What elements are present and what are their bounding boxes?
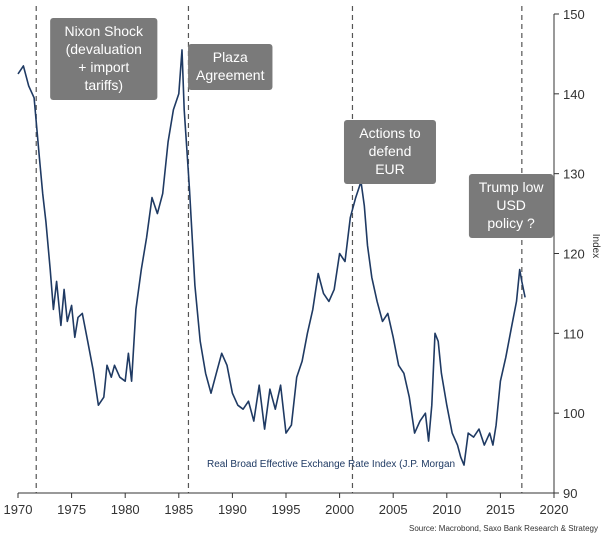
x-tick-label: 1985 — [164, 502, 193, 517]
x-tick-label: 2000 — [325, 502, 354, 517]
annotation-box-bg — [50, 18, 158, 100]
annotation-box: Plaza Agreement — [188, 44, 273, 90]
x-tick-label: 1975 — [57, 502, 86, 517]
annotation-text: Actions to — [359, 125, 421, 141]
y-tick-label: 90 — [563, 486, 577, 501]
annotation-text: policy ? — [487, 215, 535, 231]
exchange-rate-line — [17, 49, 526, 466]
x-tick-label: 2020 — [540, 502, 569, 517]
x-tick-label: 2010 — [432, 502, 461, 517]
x-tick-label: 2015 — [486, 502, 515, 517]
annotation-box-bg — [343, 120, 436, 184]
annotation-box: Actions to defend EUR — [343, 120, 436, 184]
event-annotations: Nixon Shock (devaluation + import tariffs) P… — [50, 18, 554, 238]
x-tick-label: 1970 — [4, 502, 33, 517]
source-note: Source: Macrobond, Saxo Bank Research & … — [409, 524, 598, 533]
annotation-text: tariffs) — [84, 77, 123, 93]
x-tick-label: 1995 — [272, 502, 301, 517]
annotation-box-bg — [468, 174, 554, 238]
x-tick-label: 2005 — [379, 502, 408, 517]
annotation-text: defend — [369, 143, 412, 159]
annotation-text: EUR — [375, 161, 405, 177]
x-tick-label: 1980 — [111, 502, 140, 517]
y-tick-label: 110 — [563, 326, 584, 341]
x-tick-label: 1990 — [218, 502, 247, 517]
y-tick-label: 100 — [563, 406, 585, 421]
annotation-box-bg — [188, 44, 273, 90]
annotation-text: Trump low — [479, 179, 545, 195]
annotation-text: USD — [496, 197, 526, 213]
annotation-text: Agreement — [196, 67, 265, 83]
y-tick-label: 130 — [563, 167, 585, 182]
x-axis-ticks: 1970 1975 1980 1985 1990 1995 2000 2005 2010 2015… — [4, 493, 569, 517]
y-tick-label: 150 — [563, 7, 585, 22]
annotation-text: Plaza — [213, 49, 248, 65]
y-axis-ticks: 90 100 110 120 130 140 150 — [554, 7, 585, 501]
series-label: Real Broad Effective Exchange Rate Index… — [207, 459, 455, 470]
annotation-box: Nixon Shock (devaluation + import tariffs) — [50, 18, 158, 100]
y-tick-label: 120 — [563, 247, 585, 262]
annotation-text: + import — [78, 59, 129, 75]
annotation-text: (devaluation — [66, 41, 142, 57]
annotation-box: Trump low USD policy ? — [468, 174, 554, 238]
annotation-text: Nixon Shock — [64, 23, 144, 39]
y-tick-label: 140 — [563, 87, 585, 102]
y-axis-label: Index — [590, 234, 601, 258]
